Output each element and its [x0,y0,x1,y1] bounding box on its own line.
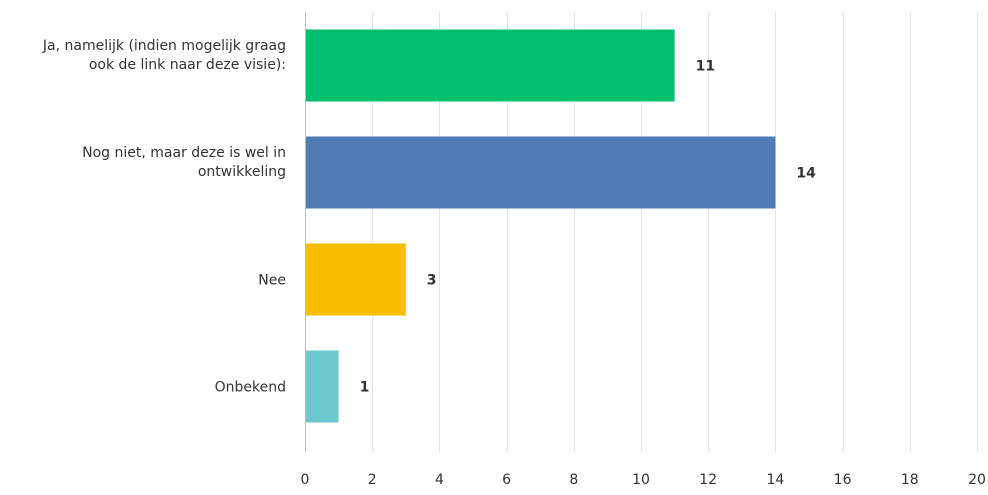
data-label: 3 [427,273,437,289]
category-label: Nee [258,273,286,289]
x-tick-label: 10 [632,472,650,488]
data-label: 14 [796,166,816,182]
x-tick-label: 20 [968,472,986,488]
x-tick-label: 14 [766,472,784,488]
data-label: 1 [360,380,370,396]
x-tick-label: 8 [569,472,578,488]
bar [306,29,675,102]
category-label-line: ook de link naar deze visie): [89,57,286,73]
category-label: Onbekend [215,380,286,396]
bar [306,136,776,209]
x-tick-label: 12 [699,472,717,488]
category-label-line: Nog niet, maar deze is wel in [82,145,286,161]
x-tick-label: 16 [834,472,852,488]
x-tick-label: 0 [301,472,310,488]
category-label-line: Nee [258,273,286,289]
x-tick-label: 18 [901,472,919,488]
bar [306,243,406,316]
x-tick-label: 2 [368,472,377,488]
category-label-line: Ja, namelijk (indien mogelijk graag [42,38,286,54]
category-label-line: ontwikkeling [198,164,286,180]
x-tick-label: 6 [502,472,511,488]
category-label-line: Onbekend [215,380,286,396]
category-label: Nog niet, maar deze is wel in ontwikkelin… [82,145,286,180]
x-tick-label: 4 [435,472,444,488]
bar [306,350,339,423]
category-label: Ja, namelijk (indien mogelijk graag ook d… [42,38,286,73]
data-label: 11 [696,59,715,75]
